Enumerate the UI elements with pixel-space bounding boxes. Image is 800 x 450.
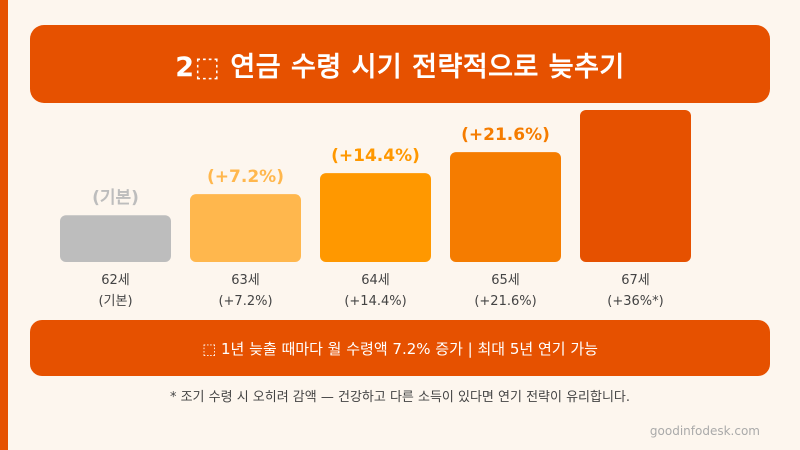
category-sublabel: (+7.2%) [218, 294, 272, 309]
page-title: 2⬚ 연금 수령 시기 전략적으로 늦추기 [175, 51, 625, 83]
category-label: 64세 [361, 273, 390, 288]
category-sublabel: (기본) [98, 294, 132, 309]
category-label: 67세 [621, 273, 650, 288]
category-label: 63세 [231, 273, 260, 288]
title-bar: 2⬚ 연금 수령 시기 전략적으로 늦추기 [30, 25, 770, 103]
category-label: 62세 [101, 273, 130, 288]
info-text: ⬚ 1년 늦출 때마다 월 수령액 7.2% 증가 | 최대 5년 연기 가능 [202, 339, 598, 358]
category-sublabel: (+21.6%) [474, 294, 536, 309]
bar-2 [190, 194, 301, 262]
left-accent-stripe [0, 0, 8, 450]
bar-value-label: (+7.2%) [207, 167, 284, 187]
footnote: * 조기 수령 시 오히려 감액 — 건강하고 다른 소득이 있다면 연기 전략… [169, 390, 631, 405]
site-url: goodinfodesk.com [649, 424, 760, 438]
category-sublabel: (+36%*) [607, 294, 663, 309]
bar-5 [580, 110, 691, 262]
bar-1 [60, 215, 171, 262]
bar-value-label: (+14.4%) [331, 146, 420, 166]
bar-value-label: (기본) [92, 188, 139, 208]
bar-value-label: (+21.6%) [461, 125, 550, 145]
bar-3 [320, 173, 431, 262]
bar-4 [450, 152, 561, 262]
bar-chart: (기본) 62세 (기본) (+7.2%) 63세 (+7.2%) (+14.4%) 64세 (… [60, 110, 691, 309]
category-sublabel: (+14.4%) [344, 294, 406, 309]
info-bar: ⬚ 1년 늦출 때마다 월 수령액 7.2% 증가 | 최대 5년 연기 가능 [30, 320, 770, 376]
category-label: 65세 [491, 273, 520, 288]
